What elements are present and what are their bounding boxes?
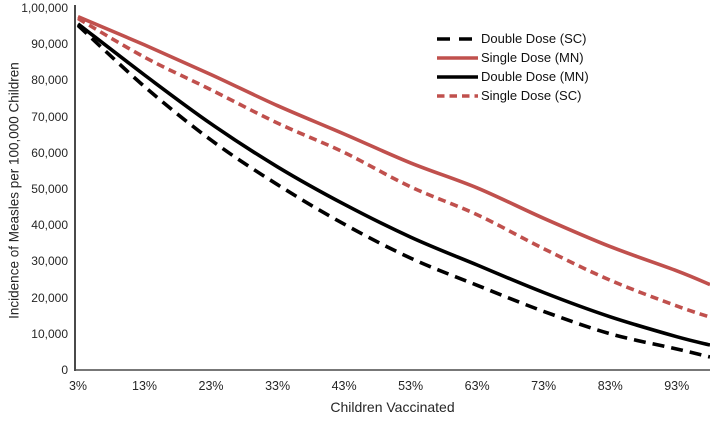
series-line-double-dose-mn	[76, 22, 710, 347]
y-tick-label: 60,000	[31, 145, 68, 160]
x-tick-label: 33%	[265, 379, 291, 393]
y-tick-label: 50,000	[31, 182, 68, 196]
x-tick-label: 83%	[597, 379, 623, 393]
x-tick-label: 43%	[331, 379, 357, 393]
y-tick-label: 30,000	[31, 254, 68, 269]
y-tick-label: 80,000	[31, 73, 68, 88]
y-tick-label: 20,000	[31, 290, 68, 305]
legend-item: Double Dose (SC)	[437, 29, 589, 48]
legend-label: Double Dose (MN)	[481, 69, 589, 84]
y-axis-title: Incidence of Measles per 100,000 Childre…	[6, 62, 22, 319]
x-tick-label: 63%	[464, 379, 490, 393]
legend-item: Single Dose (SC)	[437, 86, 589, 105]
series-line-single-dose-mn	[77, 15, 710, 287]
y-tick-label: 70,000	[31, 109, 68, 124]
legend-label: Single Dose (MN)	[481, 50, 584, 65]
x-tick-label: 73%	[531, 379, 557, 393]
legend-label: Double Dose (SC)	[481, 31, 587, 46]
y-tick-label: 40,000	[31, 218, 68, 233]
legend-line-swatch	[437, 93, 478, 98]
legend-label: Single Dose (SC)	[481, 88, 582, 103]
y-tick-label: 1,00,000	[21, 1, 68, 15]
series-line-single-dose-sc	[77, 16, 710, 319]
x-tick-label: 23%	[198, 379, 224, 393]
x-tick-label: 3%	[68, 379, 88, 393]
x-axis-title: Children Vaccinated	[330, 399, 455, 415]
x-tick-label: 93%	[664, 379, 690, 393]
legend-item: Single Dose (MN)	[437, 48, 589, 67]
y-tick-label: 10,000	[31, 326, 68, 341]
legend-line-swatch	[437, 55, 478, 60]
legend-line-swatch	[437, 74, 478, 79]
series-line-double-dose-sc	[76, 24, 710, 359]
x-tick-label: 53%	[398, 379, 424, 393]
legend-item: Double Dose (MN)	[437, 67, 589, 86]
legend: Double Dose (SC) Single Dose (MN) Double D…	[437, 29, 589, 105]
legend-line-swatch	[437, 36, 478, 41]
data-curves	[76, 15, 710, 359]
x-tick-label: 13%	[132, 379, 158, 393]
y-tick-label: 0	[61, 363, 68, 377]
y-tick-label: 90,000	[31, 37, 68, 52]
